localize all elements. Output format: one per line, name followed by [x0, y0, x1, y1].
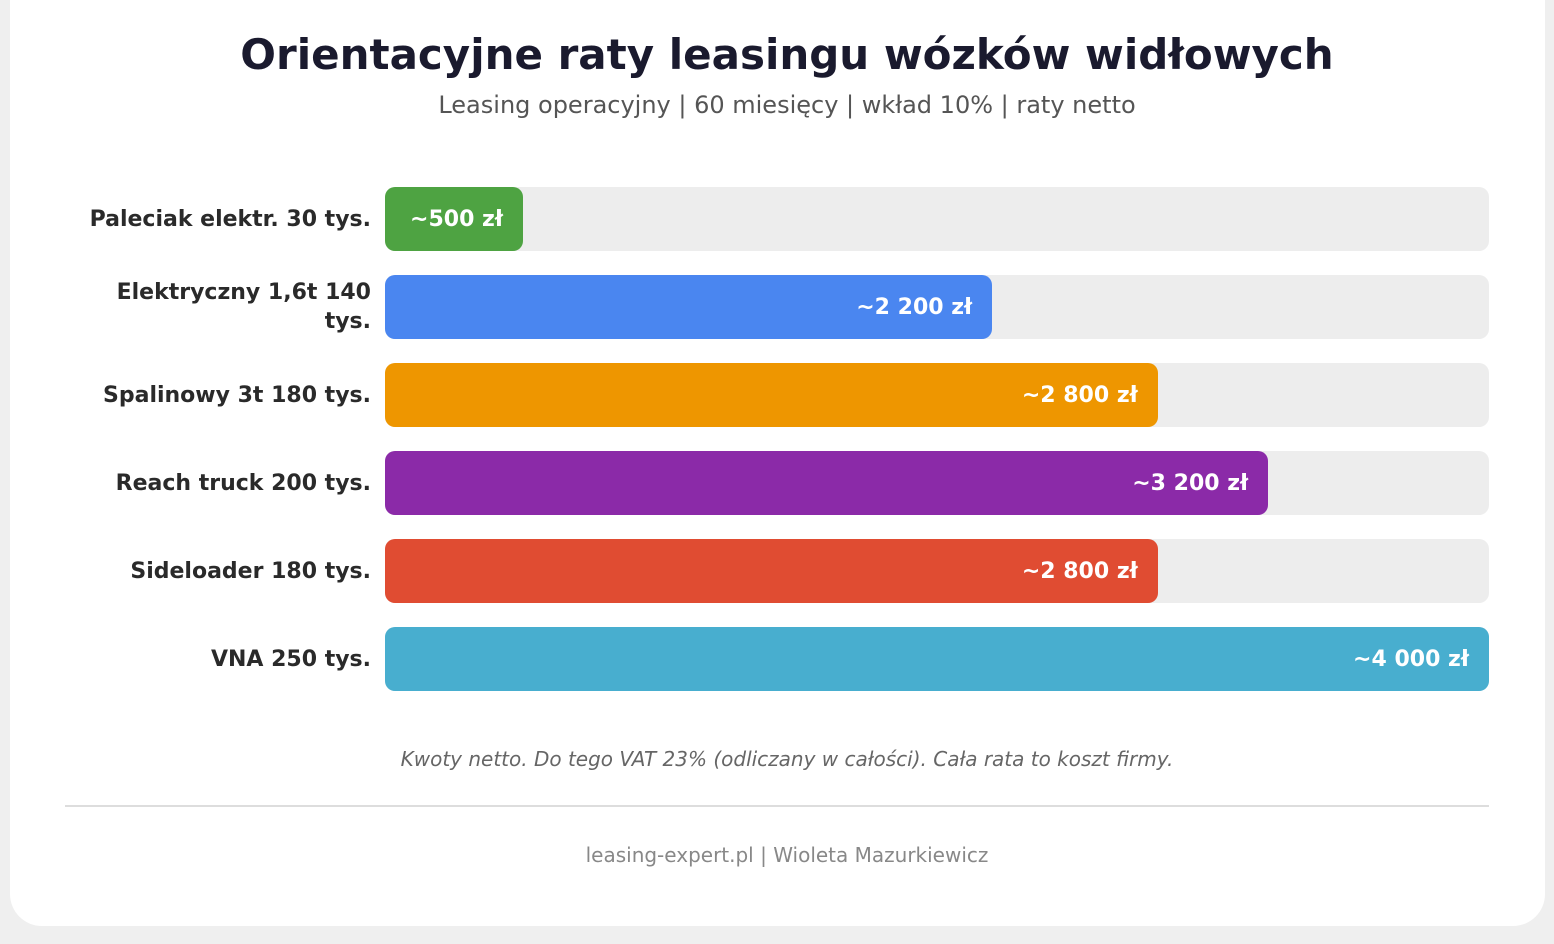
- bar-track: ~4 000 zł: [385, 627, 1489, 691]
- divider: [65, 805, 1489, 807]
- bar: ~3 200 zł: [385, 451, 1269, 515]
- category-label: Sideloader 180 tys.: [130, 558, 371, 584]
- bar-track: ~2 800 zł: [385, 539, 1489, 603]
- category-label: Elektryczny 1,6t 140 tys.: [116, 280, 371, 334]
- bar-row: Reach truck 200 tys. ~3 200 zł: [10, 451, 1554, 515]
- bar-row: Paleciak elektr. 30 tys. ~500 zł: [10, 187, 1554, 251]
- bar: ~2 200 zł: [385, 275, 993, 339]
- category-label: Spalinowy 3t 180 tys.: [103, 382, 371, 408]
- bar-track: ~3 200 zł: [385, 451, 1489, 515]
- bar: ~4 000 zł: [385, 627, 1489, 691]
- bar-row: Elektryczny 1,6t 140 tys. ~2 200 zł: [10, 275, 1554, 339]
- value-label: ~3 200 zł: [1132, 470, 1249, 496]
- category-label: Reach truck 200 tys.: [115, 470, 371, 496]
- category-label: VNA 250 tys.: [210, 646, 371, 672]
- bar-track: ~2 200 zł: [385, 275, 1489, 339]
- footer: leasing-expert.pl | Wioleta Mazurkiewicz: [585, 843, 989, 867]
- bar-track: ~2 800 zł: [385, 363, 1489, 427]
- value-label: ~2 800 zł: [1021, 558, 1138, 584]
- value-label: ~500 zł: [410, 206, 503, 232]
- chart-title: Orientacyjne raty leasingu wózków widłow…: [240, 30, 1334, 79]
- bar-track: ~500 zł: [385, 187, 1489, 251]
- bar: ~2 800 zł: [385, 363, 1158, 427]
- chart-subtitle: Leasing operacyjny | 60 miesięcy | wkład…: [438, 91, 1136, 119]
- bar-row: VNA 250 tys. ~4 000 zł: [10, 627, 1554, 691]
- card: Orientacyjne raty leasingu wózków widłow…: [10, 0, 1545, 926]
- bar: ~500 zł: [385, 187, 523, 251]
- bar-row: Sideloader 180 tys. ~2 800 zł: [10, 539, 1554, 603]
- value-label: ~2 200 zł: [856, 294, 973, 320]
- bar-row: Spalinowy 3t 180 tys. ~2 800 zł: [10, 363, 1554, 427]
- note: Kwoty netto. Do tego VAT 23% (odliczany …: [400, 747, 1174, 771]
- bar: ~2 800 zł: [385, 539, 1158, 603]
- value-label: ~4 000 zł: [1353, 646, 1469, 672]
- category-label: Paleciak elektr. 30 tys.: [89, 206, 371, 232]
- value-label: ~2 800 zł: [1021, 382, 1138, 408]
